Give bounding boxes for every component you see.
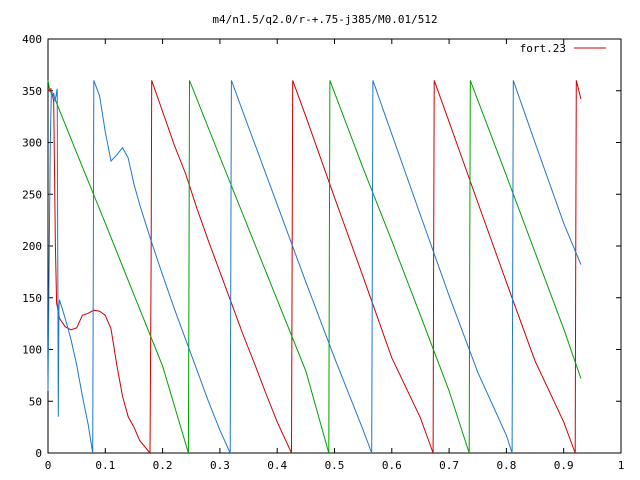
y-tick-label: 400 [22, 33, 42, 46]
x-tick-label: 0.1 [95, 459, 115, 472]
x-tick-label: 0.8 [496, 459, 516, 472]
series-line-2 [47, 80, 582, 454]
y-tick-label: 100 [22, 344, 42, 357]
x-tick-label: 1 [618, 459, 625, 472]
x-tick-label: 0 [45, 459, 52, 472]
x-tick-label: 0.5 [325, 459, 345, 472]
series-line-3 [47, 80, 582, 454]
legend: fort.23 [520, 42, 606, 55]
y-tick-label: 150 [22, 292, 42, 305]
y-tick-label: 0 [35, 447, 42, 460]
y-tick-label: 250 [22, 188, 42, 201]
x-tick-label: 0.7 [439, 459, 459, 472]
x-tick-label: 0.6 [382, 459, 402, 472]
x-tick-label: 0.3 [210, 459, 230, 472]
y-tick-label: 300 [22, 137, 42, 150]
x-tick-label: 0.4 [267, 459, 287, 472]
chart-title: m4/n1.5/q2.0/r-+.75-j385/M0.01/512 [212, 13, 437, 26]
series-group [47, 80, 582, 455]
axis-ticks: 0 0.1 0.2 0.3 0.4 0.5 0.6 0.7 0.8 0.9 1 0 50 100 150 20… [22, 33, 624, 472]
y-tick-label: 200 [22, 240, 42, 253]
y-tick-label: 350 [22, 85, 42, 98]
x-tick-label: 0.2 [153, 459, 173, 472]
legend-label: fort.23 [520, 42, 566, 55]
x-tick-label: 0.9 [554, 459, 574, 472]
series-line-1 [47, 80, 582, 455]
y-tick-label: 50 [29, 395, 42, 408]
plot-frame [47, 38, 622, 454]
